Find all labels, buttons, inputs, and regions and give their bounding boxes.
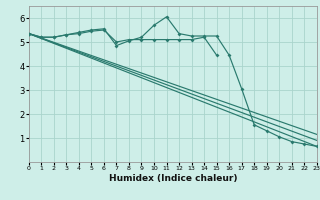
X-axis label: Humidex (Indice chaleur): Humidex (Indice chaleur) (108, 174, 237, 183)
